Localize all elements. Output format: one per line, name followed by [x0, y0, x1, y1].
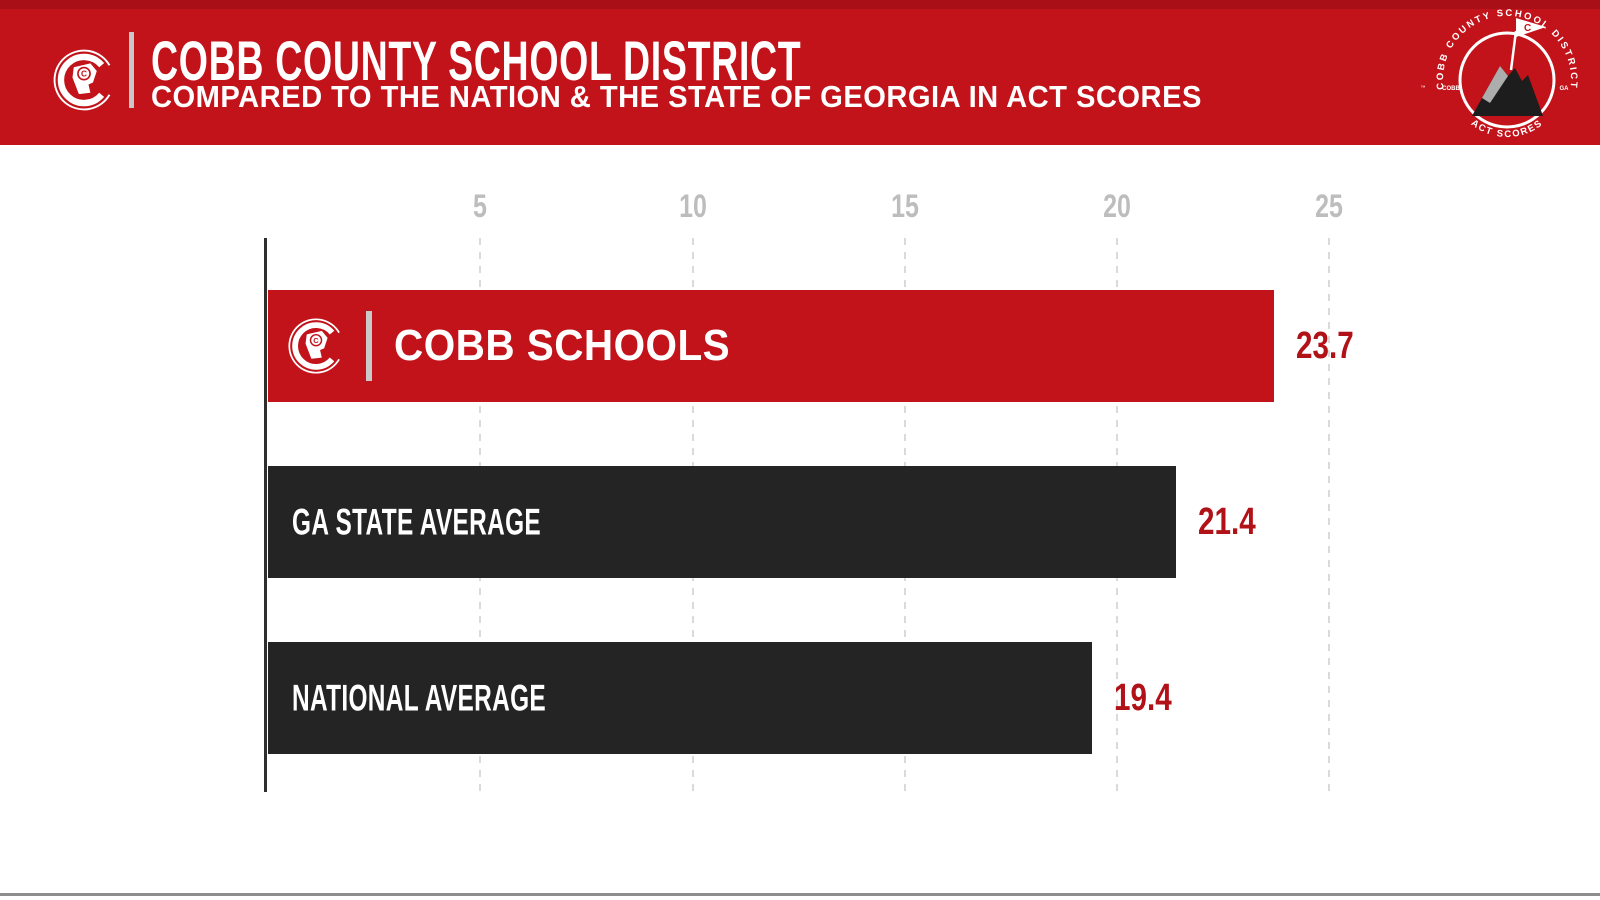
bar-label-divider — [366, 311, 372, 381]
bar-value-label: 21.4 — [1198, 501, 1257, 543]
bar-label: NATIONAL AVERAGE — [292, 677, 547, 719]
cobb-district-logo-icon — [52, 48, 116, 112]
badge-trademark: ™ — [1421, 85, 1426, 91]
bar-national-average: NATIONAL AVERAGE — [268, 642, 1092, 754]
bar-label: GA STATE AVERAGE — [292, 501, 542, 543]
page-subtitle: COMPARED TO THE NATION & THE STATE OF GE… — [151, 79, 1202, 114]
flag-letter: C — [1524, 23, 1531, 34]
flag-icon — [1516, 18, 1546, 37]
badge-bottom-arc-text: ACT SCORES — [1469, 118, 1545, 141]
y-axis-line — [264, 238, 267, 792]
act-scores-badge-icon: C COBB COUNTY SCHOOL DISTRICT ACT SCORES… — [1421, 8, 1577, 141]
bar-row-ga-state-average: GA STATE AVERAGE 21.4 — [0, 466, 1600, 578]
mountain-icon — [1472, 66, 1543, 116]
bar-row-national-average: NATIONAL AVERAGE 19.4 — [0, 642, 1600, 754]
x-axis-tick-label: 5 — [473, 188, 488, 224]
bottom-divider — [0, 893, 1600, 896]
bar-cobb-schools: COBB SCHOOLS — [268, 290, 1275, 402]
flag-pole — [1509, 30, 1518, 71]
bar-value-label: 23.7 — [1296, 325, 1354, 367]
header-divider — [129, 32, 134, 108]
x-axis-tick-label: 20 — [1103, 188, 1131, 224]
bar-row-cobb-schools: COBB SCHOOLS 23.7 — [0, 290, 1600, 402]
gridline-25 — [1328, 238, 1331, 792]
badge-right-label: GA — [1560, 86, 1570, 92]
x-axis-tick-label: 15 — [890, 188, 919, 224]
bar-label: COBB SCHOOLS — [394, 321, 731, 370]
x-axis-tick-label: 10 — [678, 188, 707, 224]
bar-value-label: 19.4 — [1113, 677, 1172, 719]
cobb-district-logo-icon — [287, 317, 345, 375]
header-banner: COBB COUNTY SCHOOL DISTRICT COMPARED TO … — [0, 0, 1600, 145]
bar-ga-state-average: GA STATE AVERAGE — [268, 466, 1177, 578]
badge-left-label: COBB — [1442, 86, 1460, 92]
page-title: COBB COUNTY SCHOOL DISTRICT — [151, 29, 802, 92]
x-axis-tick-label: 25 — [1315, 188, 1344, 224]
